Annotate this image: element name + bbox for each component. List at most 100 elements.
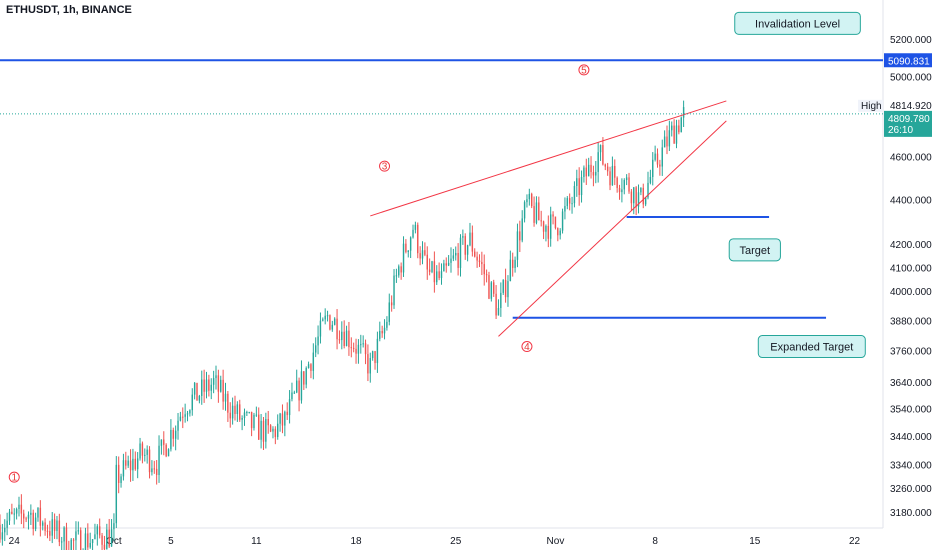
candle-body <box>516 231 519 260</box>
candle-body <box>360 344 362 346</box>
candle-body <box>120 476 122 483</box>
candle-body <box>46 530 49 532</box>
x-tick-label: 15 <box>749 536 761 547</box>
x-tick-label: 24 <box>9 536 21 547</box>
candle-body <box>201 379 203 396</box>
candle-body <box>322 319 324 321</box>
candle-body <box>621 189 623 193</box>
high-price-label: 4814.920 <box>890 101 932 112</box>
y-tick-label: 4100.000 <box>890 263 932 274</box>
candle-body <box>89 542 91 548</box>
wave-label-circle <box>379 160 391 172</box>
x-tick-label: 18 <box>350 536 362 547</box>
candle-body <box>1 532 4 540</box>
candle-body <box>158 445 160 476</box>
candle-body <box>635 187 637 207</box>
candle-body <box>578 178 580 196</box>
candle-body <box>673 125 675 144</box>
candle-body <box>497 307 500 316</box>
candle-body <box>127 460 129 466</box>
candle-body <box>443 263 445 272</box>
candle-body <box>300 371 303 401</box>
candle-body <box>122 460 125 477</box>
candle-body <box>597 152 599 172</box>
candle-body <box>132 458 134 471</box>
candle-body <box>205 379 208 392</box>
candle-body <box>462 236 464 238</box>
candle-body <box>87 533 89 548</box>
invalidation-level-callout-text: Invalidation Level <box>755 18 840 30</box>
candle-body <box>559 230 561 236</box>
candle-body <box>84 533 87 550</box>
candle-body <box>224 393 227 402</box>
candle-body <box>141 443 144 456</box>
candle-body <box>417 224 419 254</box>
y-tick-label: 5000.000 <box>890 73 932 84</box>
candle-body <box>229 412 231 419</box>
candle-body <box>519 231 521 241</box>
candle-body <box>376 338 379 364</box>
candle-body <box>72 539 75 541</box>
candle-body <box>495 293 497 316</box>
candle-body <box>623 180 625 190</box>
candle-body <box>198 395 201 401</box>
candle-body <box>279 413 281 424</box>
invalidation-price-label: 5090.831 <box>888 56 930 67</box>
candle-body <box>616 177 618 189</box>
candle-body <box>146 449 148 455</box>
candle-body <box>371 351 374 359</box>
candle-body <box>428 269 431 272</box>
candle-body <box>11 511 13 514</box>
candle-body <box>481 262 483 265</box>
candle-body <box>246 412 248 414</box>
expanded-target-callout <box>757 335 866 359</box>
candle-body <box>75 531 77 541</box>
candle-body <box>18 504 20 509</box>
candle-body <box>63 527 65 542</box>
candle-body <box>362 343 364 345</box>
candle-body <box>421 250 424 259</box>
candle-body <box>51 519 53 536</box>
candle-body <box>350 347 353 349</box>
candle-body <box>440 271 443 279</box>
candle-body <box>599 145 602 153</box>
candle-body <box>538 202 540 221</box>
candle-body <box>115 464 118 524</box>
candle-body <box>227 393 229 413</box>
target-callout <box>728 238 781 262</box>
candle-body <box>110 529 113 547</box>
candle-body <box>160 439 163 446</box>
candle-body <box>148 449 151 473</box>
y-tick-label: 3640.000 <box>890 378 932 389</box>
candle-body <box>647 182 649 198</box>
x-tick-label: 5 <box>168 536 174 547</box>
candle-body <box>329 315 331 330</box>
candle-body <box>326 315 329 317</box>
y-tick-label: 3880.000 <box>890 316 932 327</box>
x-tick-label: Oct <box>106 536 122 547</box>
candle-body <box>253 414 255 429</box>
candle-body <box>436 271 438 283</box>
wave-label: 1 <box>11 473 17 484</box>
lower-wedge-line <box>498 120 727 337</box>
candle-body <box>163 439 165 445</box>
candle-body <box>488 275 490 299</box>
candle-body <box>298 380 300 401</box>
candle-body <box>661 147 663 167</box>
candle-body <box>514 259 516 268</box>
candle-body <box>659 164 661 167</box>
candle-body <box>509 259 512 282</box>
y-tick-label: 4000.000 <box>890 287 932 298</box>
candle-body <box>291 392 293 400</box>
candle-body <box>277 423 279 437</box>
candle-body <box>44 522 46 531</box>
x-tick-label: 8 <box>652 536 658 547</box>
x-tick-label: 11 <box>251 536 262 547</box>
candle-body <box>483 264 485 275</box>
expanded-target-callout-text: Expanded Target <box>770 342 853 354</box>
wave-label-circle <box>521 341 533 353</box>
candle-body <box>393 275 395 306</box>
candle-body <box>222 379 224 402</box>
candle-body <box>39 507 42 526</box>
